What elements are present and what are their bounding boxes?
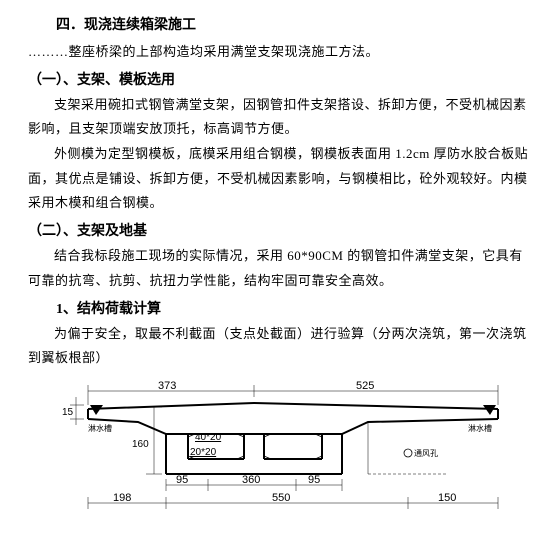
heading-main: 四．现浇连续箱梁施工 [56, 14, 532, 34]
dim-bot-seg1: 95 [176, 474, 188, 486]
para-intro: ………整座桥梁的上部构造均采用满堂支架现浇施工方法。 [28, 40, 532, 65]
dim-bot-segmid: 360 [242, 474, 260, 486]
dim-bot-seg2: 95 [308, 474, 320, 486]
dim-top-left: 373 [158, 380, 176, 392]
para-2: 结合我标段施工现场的实际情况，采用 60*90CM 的钢管扣件满堂支架，它具有可… [28, 244, 532, 293]
para-calc: 为偏于安全，取最不利截面（支点处截面）进行验算（分两次浇筑，第一次浇筑到翼板根部… [28, 322, 532, 371]
dim-top-right: 525 [356, 380, 374, 392]
label-vent: 通风孔 [414, 448, 438, 458]
dim-bot-right: 150 [438, 492, 456, 504]
dim-box-top: 40*20 [195, 432, 222, 443]
dim-bot-left: 198 [113, 492, 131, 504]
label-drain-left: 淋水槽 [88, 423, 112, 433]
para-1a: 支架采用碗扣式钢管满堂支架，因钢管扣件支架搭设、拆卸方便，不受机械因素影响，且支… [28, 93, 532, 142]
para-1b: 外侧模为定型钢模板，底模采用组合钢模，钢模板表面用 1.2cm 厚防水胶合板贴面… [28, 142, 532, 216]
heading-calc: 1、结构荷载计算 [56, 298, 532, 318]
dim-box-bot: 20*20 [190, 447, 217, 458]
dim-bot-mid: 550 [272, 492, 290, 504]
dim-h-side: 15 [62, 407, 74, 418]
heading-section-1: （一）、支架、模板选用 [28, 69, 532, 89]
heading-section-2: （二）、支架及地基 [28, 220, 532, 240]
cross-section-diagram: 373 525 15 淋水槽 淋水槽 [28, 379, 532, 519]
label-drain-right: 淋水槽 [468, 423, 492, 433]
dim-h-upper: 160 [132, 439, 149, 450]
document-page: 四．现浇连续箱梁施工 ………整座桥梁的上部构造均采用满堂支架现浇施工方法。 （一… [0, 0, 560, 529]
